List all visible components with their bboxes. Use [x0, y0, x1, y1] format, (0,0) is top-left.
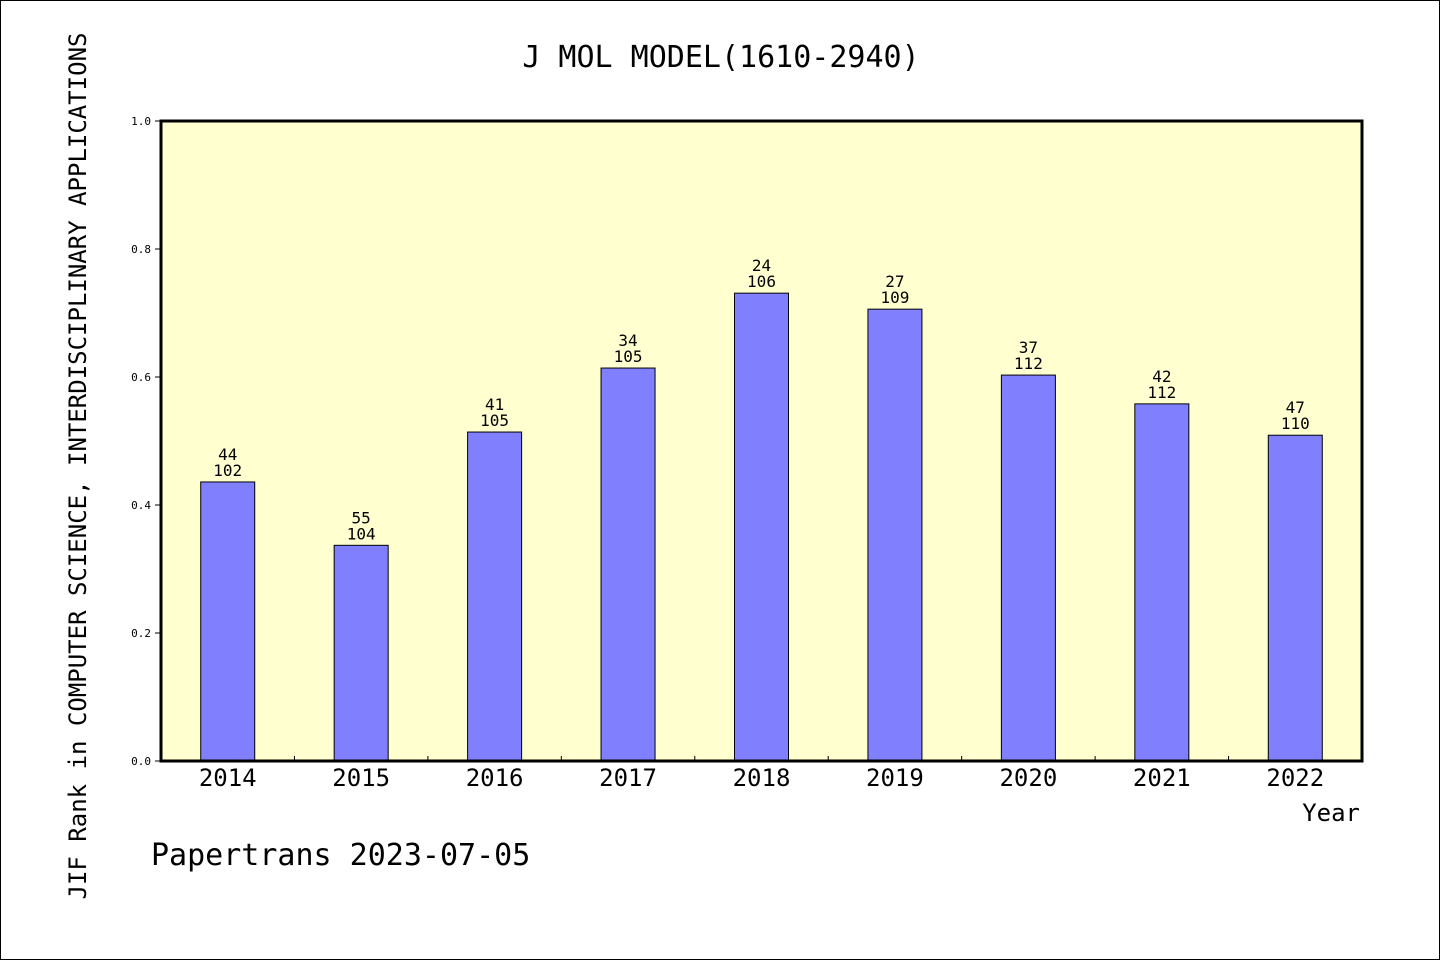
bar-rank-label-2016: 41: [485, 395, 504, 414]
y-tick-label: 0.2: [131, 627, 151, 640]
bar-total-label-2015: 104: [347, 524, 376, 543]
x-tick-label-2020: 2020: [999, 764, 1057, 792]
x-tick-label-2021: 2021: [1133, 764, 1191, 792]
footer-text: Papertrans 2023-07-05: [151, 838, 530, 873]
bar-rank-label-2018: 24: [752, 256, 771, 275]
x-tick-label-2014: 2014: [199, 764, 257, 792]
x-tick-label-2018: 2018: [733, 764, 791, 792]
bar-total-label-2022: 110: [1281, 414, 1310, 433]
x-tick-label-2019: 2019: [866, 764, 924, 792]
bar-2016: [467, 431, 523, 762]
bar-2018: [734, 292, 789, 762]
x-axis-label: Year: [1302, 799, 1360, 827]
y-tick-label: 0.4: [131, 499, 151, 512]
bar-total-label-2018: 106: [747, 272, 776, 291]
bar-2017: [600, 367, 656, 762]
y-tick-label: 0.0: [131, 755, 151, 768]
y-tick-label: 1.0: [131, 115, 151, 128]
bar-rank-label-2017: 34: [618, 331, 637, 350]
chart-title: J MOL MODEL(1610-2940): [522, 40, 919, 75]
bars-group: [200, 292, 1323, 762]
bar-rank-label-2022: 47: [1286, 398, 1305, 417]
x-ticks-group: 2014 2015 2016 2017 2018 2019 2020 2021 2022: [199, 756, 1324, 792]
bar-total-label-2021: 112: [1147, 383, 1176, 402]
plot-border: [159, 119, 1364, 763]
x-tick-label-2022: 2022: [1266, 764, 1324, 792]
bar-total-label-2020: 112: [1014, 354, 1043, 373]
bar-2022: [1267, 434, 1323, 762]
bar-rank-label-2020: 37: [1019, 338, 1038, 357]
bar-2021: [1134, 403, 1190, 762]
x-tick-label-2016: 2016: [466, 764, 524, 792]
bar-2020: [1000, 374, 1056, 762]
bar-rank-label-2014: 44: [218, 445, 237, 464]
y-tick-label: 0.8: [131, 243, 151, 256]
bar-total-label-2016: 105: [480, 411, 509, 430]
y-tick-label: 0.6: [131, 371, 151, 384]
bar-rank-label-2019: 27: [885, 272, 904, 291]
y-ticks-group: 0.0 0.2 0.4 0.6 0.8 1.0: [131, 115, 161, 768]
x-tick-label-2015: 2015: [332, 764, 390, 792]
bar-rank-label-2015: 55: [352, 508, 371, 527]
bar-total-label-2014: 102: [213, 461, 242, 480]
bar-total-label-2019: 109: [880, 288, 909, 307]
x-tick-label-2017: 2017: [599, 764, 657, 792]
y-axis-label: JIF Rank in COMPUTER SCIENCE, INTERDISCI…: [64, 33, 92, 900]
bar-2014: [200, 481, 256, 762]
bar-2015: [333, 544, 389, 762]
bar-rank-label-2021: 42: [1152, 367, 1171, 386]
bar-total-label-2017: 105: [614, 347, 643, 366]
bar-2019: [867, 308, 923, 762]
